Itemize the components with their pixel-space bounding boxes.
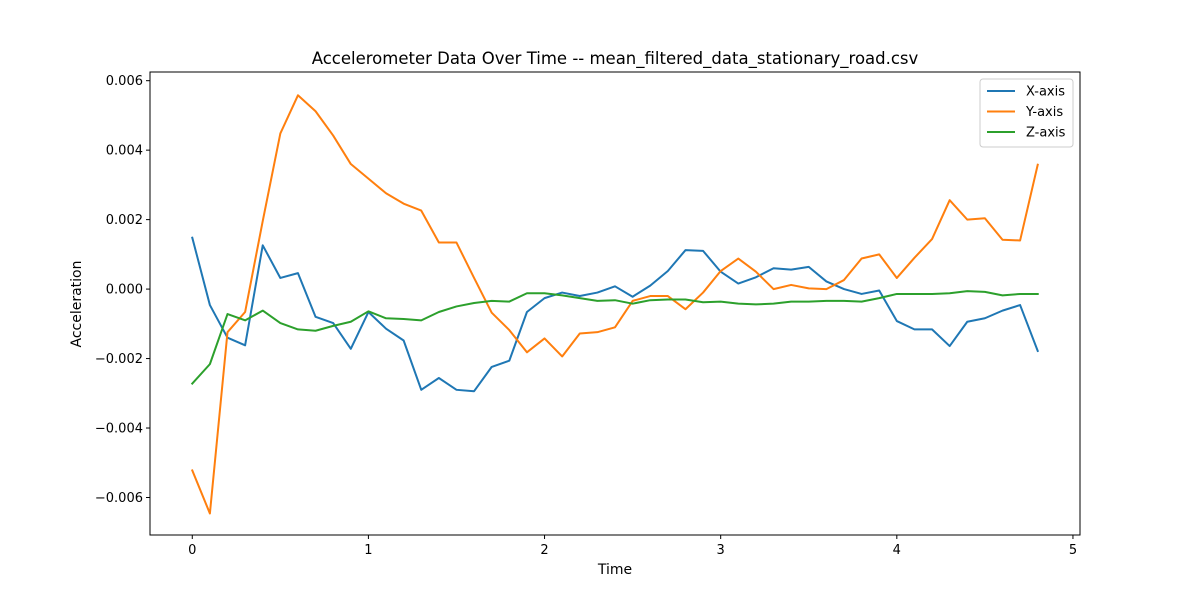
series-line-x-axis	[191, 236, 1040, 393]
series-line-z-axis	[190, 290, 1039, 385]
y-tick-label: 0.006	[106, 74, 143, 89]
x-tick-label: 2	[540, 543, 548, 558]
legend-label-y-axis: Y-axis	[1025, 105, 1063, 120]
x-axis: 0 1 2 3 4 5	[188, 535, 1077, 558]
series-layer	[190, 94, 1040, 515]
y-tick-label: 0.000	[106, 283, 143, 298]
x-axis-label: Time	[597, 562, 632, 578]
x-tick-label: 4	[893, 543, 901, 558]
legend-label-x-axis: X-axis	[1026, 85, 1065, 100]
legend-box	[979, 78, 1074, 148]
x-tick-label: 3	[717, 543, 725, 558]
y-tick-label: −0.002	[95, 352, 143, 367]
y-tick-label: 0.002	[106, 213, 143, 228]
x-tick-label: 1	[364, 543, 372, 558]
y-tick-label: 0.004	[106, 144, 143, 159]
y-axis-label: Acceleration	[69, 261, 85, 348]
y-tick-label: −0.004	[95, 422, 143, 437]
legend: X-axis Y-axis Z-axis	[979, 78, 1074, 148]
x-tick-label: 5	[1069, 543, 1077, 558]
y-axis: −0.006 −0.004 −0.002 0.000 0.002 0.004 0.006	[95, 74, 150, 506]
chart-title: Accelerometer Data Over Time -- mean_fil…	[312, 49, 919, 69]
legend-label-z-axis: Z-axis	[1026, 126, 1066, 141]
plot-frame	[149, 71, 1081, 536]
plot-area	[149, 71, 1081, 536]
x-tick-label: 0	[188, 543, 196, 558]
series-line-y-axis	[190, 94, 1039, 515]
y-tick-label: −0.006	[95, 491, 143, 506]
